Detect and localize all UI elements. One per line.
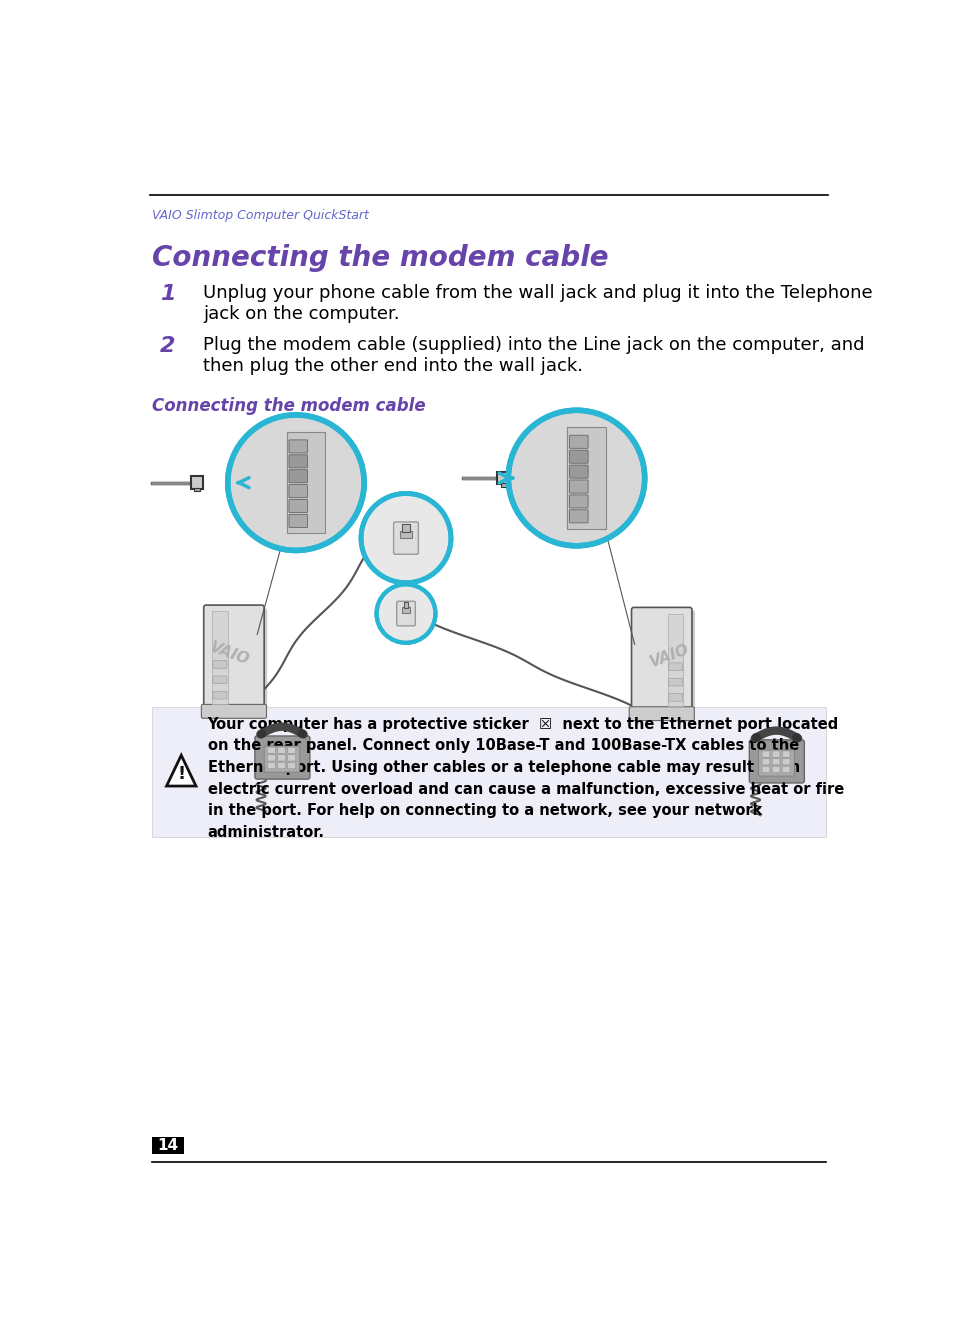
- FancyBboxPatch shape: [403, 602, 408, 608]
- FancyBboxPatch shape: [254, 736, 310, 779]
- FancyBboxPatch shape: [761, 766, 769, 773]
- FancyBboxPatch shape: [201, 705, 266, 718]
- FancyBboxPatch shape: [152, 708, 825, 838]
- FancyBboxPatch shape: [396, 602, 415, 626]
- FancyBboxPatch shape: [289, 440, 307, 453]
- Circle shape: [792, 734, 800, 741]
- FancyBboxPatch shape: [771, 758, 780, 765]
- Text: 2: 2: [159, 336, 174, 356]
- FancyBboxPatch shape: [277, 762, 285, 769]
- Text: Connecting the modem cable: Connecting the modem cable: [152, 397, 425, 415]
- FancyBboxPatch shape: [781, 758, 789, 765]
- Circle shape: [508, 410, 644, 545]
- FancyBboxPatch shape: [288, 754, 295, 761]
- FancyBboxPatch shape: [761, 750, 769, 757]
- FancyBboxPatch shape: [634, 611, 695, 716]
- Text: !: !: [177, 765, 185, 784]
- FancyBboxPatch shape: [569, 436, 587, 449]
- FancyBboxPatch shape: [289, 515, 307, 528]
- FancyBboxPatch shape: [668, 678, 682, 686]
- FancyBboxPatch shape: [401, 607, 410, 614]
- Text: 14: 14: [157, 1138, 178, 1154]
- FancyBboxPatch shape: [667, 614, 682, 706]
- FancyBboxPatch shape: [771, 750, 780, 757]
- FancyBboxPatch shape: [277, 754, 285, 761]
- FancyBboxPatch shape: [288, 762, 295, 769]
- FancyBboxPatch shape: [264, 746, 299, 772]
- FancyBboxPatch shape: [268, 748, 275, 753]
- FancyBboxPatch shape: [286, 431, 325, 533]
- FancyBboxPatch shape: [402, 524, 410, 532]
- FancyBboxPatch shape: [748, 740, 803, 783]
- Circle shape: [298, 730, 306, 737]
- FancyBboxPatch shape: [781, 766, 789, 773]
- FancyBboxPatch shape: [289, 485, 307, 497]
- FancyBboxPatch shape: [781, 750, 789, 757]
- FancyBboxPatch shape: [761, 758, 769, 765]
- FancyBboxPatch shape: [213, 661, 227, 669]
- Circle shape: [376, 584, 435, 643]
- FancyBboxPatch shape: [152, 1138, 184, 1154]
- FancyBboxPatch shape: [213, 691, 227, 699]
- FancyBboxPatch shape: [277, 748, 285, 753]
- FancyBboxPatch shape: [289, 470, 307, 482]
- FancyBboxPatch shape: [631, 607, 691, 712]
- FancyBboxPatch shape: [569, 509, 587, 523]
- FancyBboxPatch shape: [569, 494, 587, 508]
- FancyBboxPatch shape: [629, 706, 694, 721]
- FancyBboxPatch shape: [288, 748, 295, 753]
- Text: VAIO Slimtop Computer QuickStart: VAIO Slimtop Computer QuickStart: [152, 209, 368, 221]
- Text: Your computer has a protective sticker  ☒  next to the Ethernet port located
on : Your computer has a protective sticker ☒…: [208, 717, 843, 840]
- FancyBboxPatch shape: [668, 694, 682, 701]
- FancyBboxPatch shape: [567, 427, 605, 529]
- FancyBboxPatch shape: [193, 488, 199, 492]
- Circle shape: [360, 493, 451, 583]
- Circle shape: [257, 730, 266, 737]
- FancyBboxPatch shape: [204, 606, 264, 710]
- Polygon shape: [167, 756, 195, 787]
- Text: 1: 1: [159, 284, 174, 304]
- FancyBboxPatch shape: [569, 465, 587, 478]
- Circle shape: [752, 734, 760, 741]
- FancyBboxPatch shape: [771, 766, 780, 773]
- FancyBboxPatch shape: [268, 754, 275, 761]
- Text: Unplug your phone cable from the wall jack and plug it into the Telephone
jack o: Unplug your phone cable from the wall ja…: [203, 284, 872, 323]
- FancyBboxPatch shape: [668, 663, 682, 670]
- FancyBboxPatch shape: [500, 484, 506, 486]
- FancyBboxPatch shape: [213, 675, 227, 683]
- Text: VAIO: VAIO: [208, 639, 252, 667]
- FancyBboxPatch shape: [569, 480, 587, 493]
- Text: Connecting the modem cable: Connecting the modem cable: [152, 244, 608, 272]
- FancyBboxPatch shape: [191, 477, 203, 489]
- FancyBboxPatch shape: [207, 608, 267, 713]
- FancyBboxPatch shape: [497, 472, 509, 484]
- FancyBboxPatch shape: [399, 531, 412, 539]
- FancyBboxPatch shape: [268, 762, 275, 769]
- Circle shape: [228, 415, 364, 551]
- FancyBboxPatch shape: [569, 450, 587, 464]
- Text: Plug the modem cable (supplied) into the Line jack on the computer, and
then plu: Plug the modem cable (supplied) into the…: [203, 336, 863, 375]
- FancyBboxPatch shape: [289, 454, 307, 468]
- Text: VAIO: VAIO: [647, 642, 691, 670]
- FancyBboxPatch shape: [758, 750, 794, 776]
- FancyBboxPatch shape: [394, 521, 418, 555]
- FancyBboxPatch shape: [289, 500, 307, 513]
- FancyBboxPatch shape: [212, 611, 228, 704]
